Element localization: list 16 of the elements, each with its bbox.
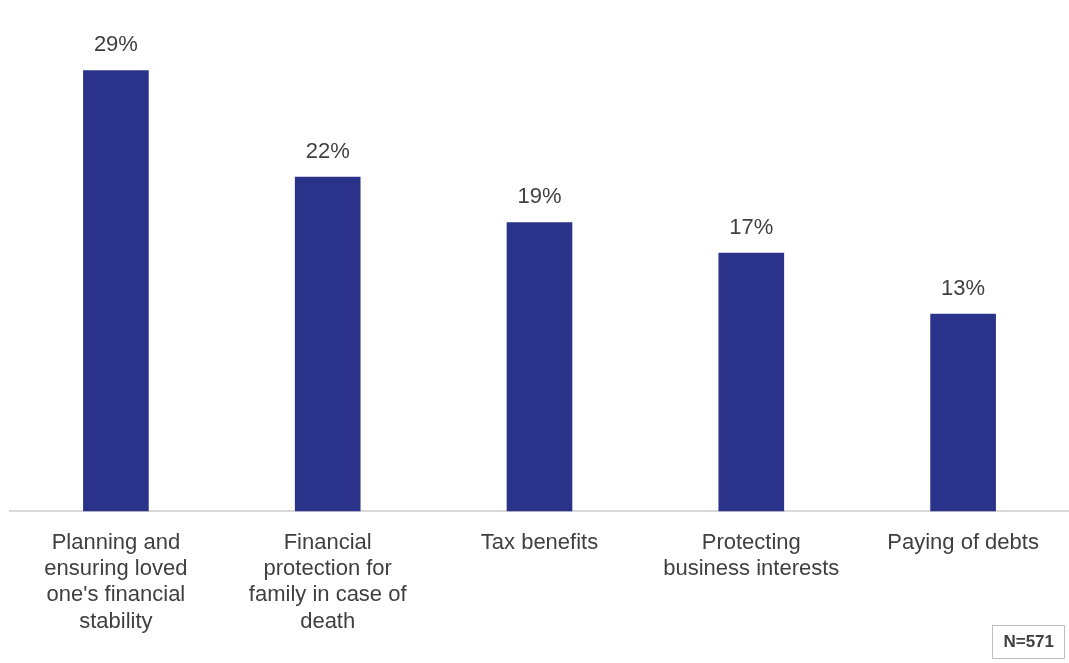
bar (718, 252, 785, 512)
bar (930, 313, 996, 512)
bar (294, 176, 361, 512)
text: N=571 (992, 625, 1065, 659)
x-tick-label: Protecting business interests (663, 528, 840, 581)
data-label: 22% (305, 137, 350, 163)
x-tick-label: Financial protection for family in case of death (248, 528, 408, 633)
data-label: 13% (941, 274, 986, 300)
x-tick-label: Planning and ensuring loved one's financial stability (44, 528, 188, 633)
x-tick-label: Paying of debts (887, 528, 1039, 554)
bar (506, 222, 573, 512)
data-label: 19% (517, 183, 562, 209)
data-label: 29% (93, 31, 138, 57)
x-tick-label: Tax benefits (480, 528, 599, 554)
bar (83, 70, 149, 512)
data-label: 17% (729, 213, 774, 239)
